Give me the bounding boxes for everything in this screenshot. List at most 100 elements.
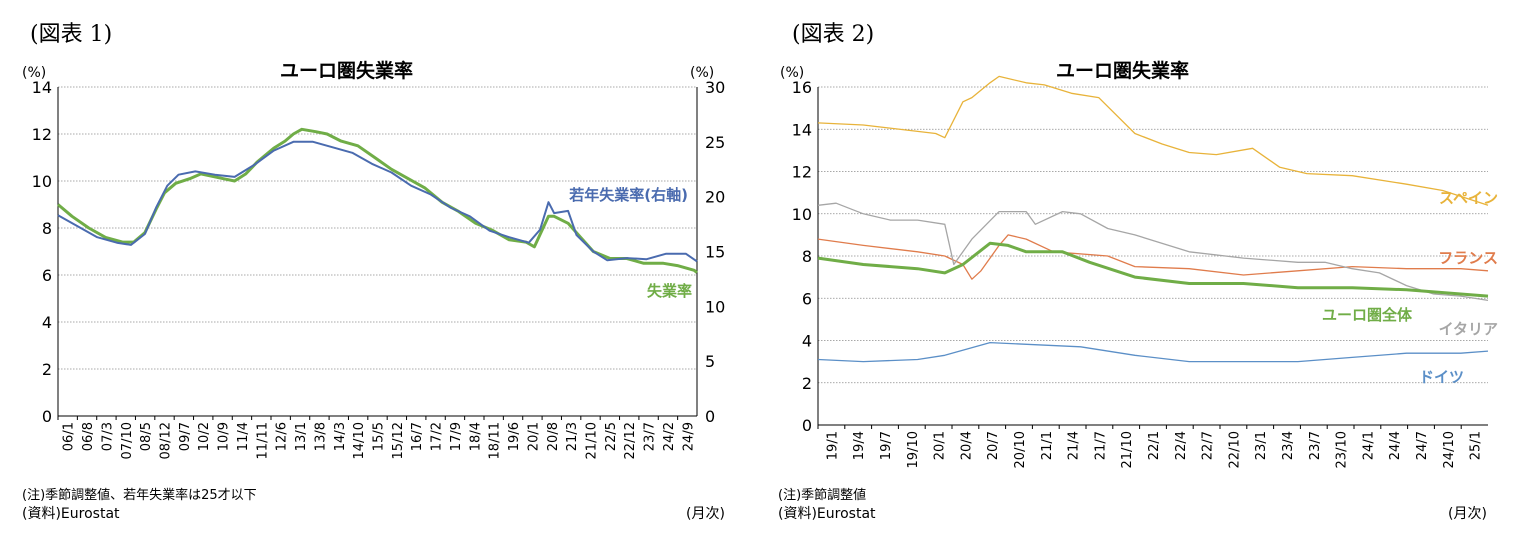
chart-source: (資料)Eurostat <box>22 506 120 522</box>
series-label: 若年失業率(右軸) <box>568 186 688 204</box>
series-label: 失業率 <box>647 282 692 300</box>
figure-label: (図表 1) <box>30 22 113 47</box>
chart-source: (資料)Eurostat <box>778 506 876 522</box>
y-tick-label: 8 <box>802 247 812 266</box>
chart-panel-1: (図表 1) ユーロ圏失業率 (%) (%) 0 2 4 6 8 10 12 14 0 5 10 15… <box>22 22 726 522</box>
x-tick-label: 22/7 <box>1201 431 1216 460</box>
x-tick-label: 14/3 <box>333 422 348 451</box>
left-axis-unit: (%) <box>780 65 805 81</box>
x-tick-label: 20/4 <box>959 431 974 460</box>
x-tick-label: 10/9 <box>217 422 232 451</box>
x-tick-label: 08/5 <box>139 422 154 451</box>
y-tick-label: 2 <box>42 360 52 379</box>
x-tick-label: 24/9 <box>681 422 696 451</box>
x-tick-label: 22/5 <box>604 422 619 451</box>
series-label: ユーロ圏全体 <box>1322 306 1413 324</box>
y-tick-label: 4 <box>42 313 52 332</box>
x-tick-label: 15/12 <box>391 422 406 459</box>
chart-title: ユーロ圏失業率 <box>1056 60 1190 82</box>
y-tick-label: 0 <box>802 416 812 435</box>
series-label: ドイツ <box>1419 368 1464 386</box>
chart-panel-2: (図表 2) ユーロ圏失業率 (%) 0 2 4 6 8 10 12 14 16 19/1 19/4… <box>758 0 1516 550</box>
x-tick-label: 19/4 <box>852 431 867 460</box>
y-tick-label: 14 <box>792 120 812 139</box>
period-label: (月次) <box>1448 506 1487 522</box>
y-tick-label: 12 <box>792 163 812 182</box>
x-tick-label: 11/4 <box>236 422 251 451</box>
x-tick-label: 24/4 <box>1388 431 1403 460</box>
x-tick-label: 19/10 <box>906 431 921 468</box>
y-tick-label: 4 <box>802 332 812 351</box>
x-tick-label: 23/10 <box>1335 431 1350 468</box>
x-tick-label: 20/1 <box>526 422 541 451</box>
y-tick-label: 14 <box>32 78 52 97</box>
x-tick-label: 13/1 <box>294 422 309 451</box>
series-label: スペイン <box>1439 189 1498 207</box>
x-tick-label: 21/1 <box>1040 431 1055 460</box>
x-tick-label: 08/12 <box>159 422 174 459</box>
x-tick-label: 19/7 <box>879 431 894 460</box>
figure-label: (図表 2) <box>792 22 875 47</box>
x-tick-label: 24/7 <box>1415 431 1430 460</box>
y-right-tick-label: 30 <box>705 78 725 97</box>
x-tick-label: 21/4 <box>1067 431 1082 460</box>
chart-note: (注)季節調整値 <box>778 488 867 503</box>
x-tick-label: 23/7 <box>1308 431 1323 460</box>
x-tick-label: 13/8 <box>313 422 328 451</box>
y-tick-label: 8 <box>42 219 52 238</box>
right-axis-unit: (%) <box>690 65 715 81</box>
y-right-tick-label: 0 <box>705 407 715 426</box>
y-tick-label: 10 <box>32 172 52 191</box>
y-tick-label: 0 <box>42 407 52 426</box>
series-line-4 <box>817 341 1489 363</box>
x-tick-label: 14/10 <box>352 422 367 459</box>
y-tick-label: 2 <box>802 374 812 393</box>
x-tick-label: 24/1 <box>1361 431 1376 460</box>
y-tick-label: 16 <box>792 78 812 97</box>
x-tick-label: 25/1 <box>1469 431 1484 460</box>
y-right-tick-label: 15 <box>705 243 725 262</box>
x-tick-label: 21/7 <box>1093 431 1108 460</box>
y-right-tick-label: 20 <box>705 188 725 207</box>
x-tick-label: 10/2 <box>197 422 212 451</box>
x-tick-label: 18/11 <box>488 422 503 459</box>
x-tick-label: 17/2 <box>430 422 445 451</box>
y-tick-label: 12 <box>32 125 52 144</box>
series-line-3 <box>817 241 1489 298</box>
x-tick-label: 07/10 <box>120 422 135 459</box>
x-tick-label: 06/1 <box>62 422 77 451</box>
x-tick-label: 23/4 <box>1281 431 1296 460</box>
chart-title: ユーロ圏失業率 <box>280 60 414 82</box>
x-tick-label: 21/10 <box>1120 431 1135 468</box>
period-label: (月次) <box>686 506 725 522</box>
y-tick-label: 6 <box>42 266 52 285</box>
x-tick-label: 22/10 <box>1227 431 1242 468</box>
x-tick-label: 17/9 <box>449 422 464 451</box>
x-tick-label: 11/11 <box>255 422 270 459</box>
x-tick-label: 24/2 <box>662 422 677 451</box>
y-tick-label: 6 <box>802 289 812 308</box>
chart-note: (注)季節調整値、若年失業率は25才以下 <box>22 488 257 503</box>
x-tick-label: 22/4 <box>1174 431 1189 460</box>
series-line-0 <box>817 75 1489 206</box>
y-right-tick-label: 10 <box>705 297 725 316</box>
x-tick-label: 18/4 <box>468 422 483 451</box>
x-tick-label: 12/6 <box>275 422 290 451</box>
left-axis-unit: (%) <box>22 65 47 81</box>
x-tick-label: 24/10 <box>1442 431 1457 468</box>
x-tick-label: 20/8 <box>546 422 561 451</box>
x-tick-label: 21/3 <box>565 422 580 451</box>
x-tick-label: 16/7 <box>410 422 425 451</box>
x-tick-label: 23/7 <box>643 422 658 451</box>
y-tick-label: 10 <box>792 205 812 224</box>
line-chart-1: 0 2 4 6 8 10 12 14 0 5 10 15 20 25 30 06/1 06/8 07/3 07/10… <box>32 78 726 459</box>
x-tick-label: 06/8 <box>81 422 96 451</box>
x-tick-label: 20/7 <box>986 431 1001 460</box>
x-tick-label: 19/1 <box>825 431 840 460</box>
series-line-1 <box>817 234 1489 280</box>
x-tick-label: 20/1 <box>933 431 948 460</box>
series-line-1 <box>57 140 698 263</box>
x-tick-label: 07/3 <box>100 422 115 451</box>
series-line-2 <box>817 202 1489 302</box>
series-label: イタリア <box>1439 320 1498 338</box>
